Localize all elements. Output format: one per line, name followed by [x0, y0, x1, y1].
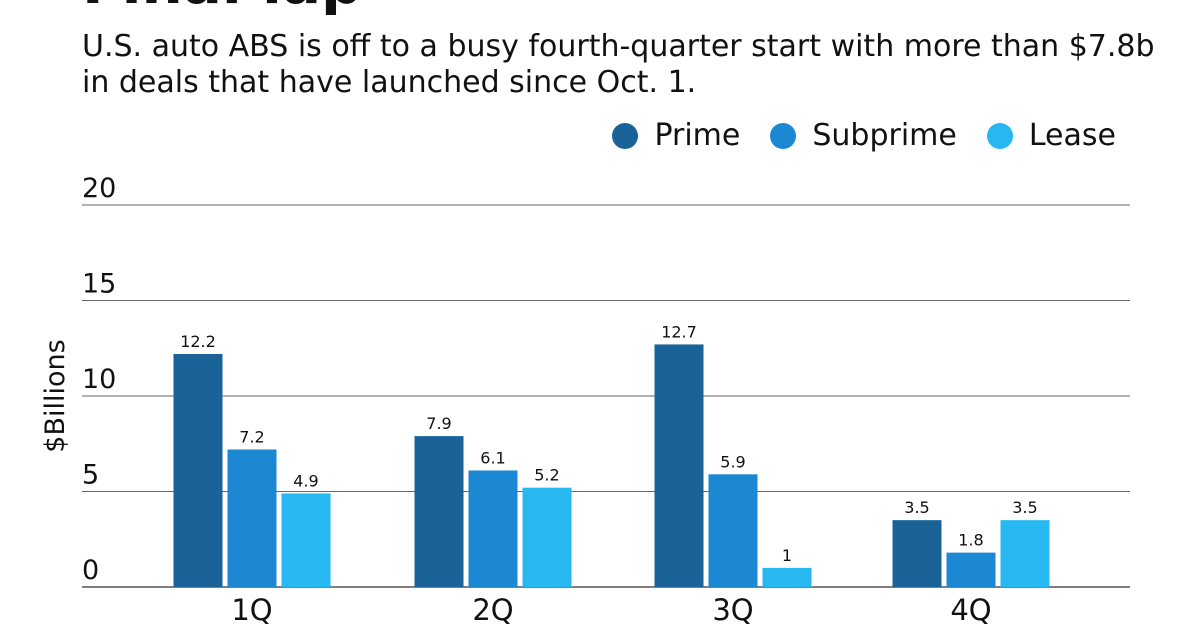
data-label: 3.5: [1012, 498, 1037, 517]
y-tick-label: 15: [82, 269, 116, 300]
data-label: 6.1: [480, 448, 505, 467]
bar-lease-3q: [762, 567, 812, 587]
bar-subprime-1q: [227, 449, 277, 587]
data-label: 12.7: [661, 322, 697, 341]
legend-label-lease: Lease: [1028, 118, 1116, 153]
data-label: 7.2: [239, 427, 264, 446]
bar-lease-2q: [522, 487, 572, 587]
legend-swatch-prime: [612, 122, 639, 149]
legend-label-prime: Prime: [654, 118, 741, 153]
data-label: 5.9: [720, 452, 745, 471]
bar-subprime-3q: [708, 474, 758, 587]
legend-item-prime: Prime: [612, 118, 740, 153]
legend-swatch-lease: [986, 122, 1013, 149]
x-tick-label: 2Q: [472, 593, 513, 627]
y-tick-label: 20: [82, 173, 116, 204]
data-label: 1: [782, 546, 792, 565]
legend-label-subprime: Subprime: [812, 118, 957, 153]
bar-lease-4q: [1000, 520, 1050, 587]
bar-subprime-2q: [468, 470, 518, 587]
y-axis-title: $Billions: [40, 339, 71, 452]
data-label: 4.9: [293, 471, 318, 490]
data-label: 5.2: [534, 466, 559, 485]
legend-swatch-subprime: [770, 122, 797, 149]
bar-prime-4q: [892, 520, 942, 587]
x-tick-label: 4Q: [950, 593, 991, 627]
y-tick-label: 5: [82, 460, 99, 491]
data-label: 1.8: [958, 531, 983, 550]
legend: Prime Subprime Lease: [582, 118, 1116, 153]
bar-lease-1q: [281, 493, 331, 587]
legend-item-subprime: Subprime: [770, 118, 957, 153]
bar-subprime-4q: [946, 552, 996, 587]
data-label: 12.2: [180, 332, 216, 351]
y-tick-label: 10: [82, 364, 116, 395]
data-label: 3.5: [904, 498, 929, 517]
legend-item-lease: Lease: [986, 118, 1116, 153]
bar-prime-2q: [414, 436, 464, 587]
x-tick-label: 3Q: [712, 593, 753, 627]
chart-title: Final lap: [82, 0, 363, 18]
data-label: 7.9: [426, 414, 451, 433]
bar-prime-3q: [654, 344, 704, 587]
x-tick-label: 1Q: [231, 593, 272, 627]
y-tick-label: 0: [82, 555, 99, 586]
chart-subtitle: U.S. auto ABS is off to a busy fourth-qu…: [82, 29, 1155, 100]
bar-prime-1q: [173, 353, 223, 587]
